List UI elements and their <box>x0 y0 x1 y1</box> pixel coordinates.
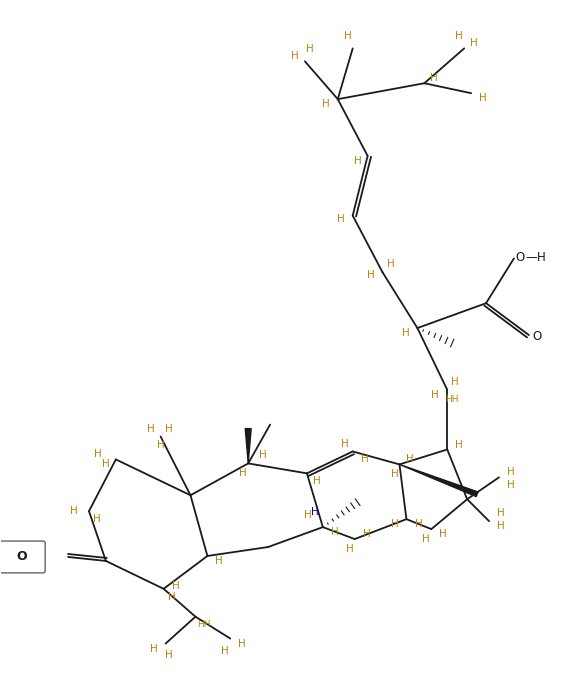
Text: H: H <box>401 328 410 338</box>
Text: H: H <box>390 469 399 479</box>
Text: H: H <box>150 643 157 654</box>
Text: O: O <box>16 550 27 563</box>
Text: H: H <box>497 521 505 531</box>
FancyBboxPatch shape <box>0 541 45 573</box>
Text: H: H <box>221 645 229 656</box>
Text: H: H <box>341 438 349 449</box>
Text: H: H <box>363 529 371 539</box>
Text: H: H <box>367 270 375 280</box>
Text: H: H <box>93 514 101 524</box>
Text: H: H <box>354 156 361 166</box>
Text: H: H <box>497 508 505 518</box>
Text: HH: HH <box>446 395 459 404</box>
Text: H: H <box>344 31 352 42</box>
Text: H: H <box>361 454 368 464</box>
Text: H: H <box>239 469 247 478</box>
Text: H: H <box>422 534 430 544</box>
Text: H: H <box>322 99 329 109</box>
Text: H: H <box>439 529 447 539</box>
Text: H: H <box>164 650 173 660</box>
Text: H: H <box>304 510 312 520</box>
Text: H: H <box>386 260 394 269</box>
Text: H: H <box>536 251 545 264</box>
Text: H: H <box>507 480 515 490</box>
Text: O: O <box>515 251 525 264</box>
Text: H: H <box>311 507 319 517</box>
Text: O: O <box>532 329 541 343</box>
Text: H: H <box>94 449 102 460</box>
Polygon shape <box>400 464 478 497</box>
Text: H: H <box>456 439 463 449</box>
Text: H: H <box>306 44 314 55</box>
Text: H: H <box>147 423 155 434</box>
Text: H: H <box>70 506 78 516</box>
Text: H: H <box>331 527 339 537</box>
Text: —: — <box>525 251 537 264</box>
Text: H: H <box>431 73 438 83</box>
Text: H: H <box>259 451 267 460</box>
Text: H: H <box>451 377 459 387</box>
Text: H: H <box>313 476 321 486</box>
Text: H: H <box>238 639 246 649</box>
Text: H: H <box>291 51 299 61</box>
Text: H: H <box>171 581 180 591</box>
Text: H: H <box>406 454 413 464</box>
Text: H: H <box>507 467 515 477</box>
Text: H: H <box>414 519 422 529</box>
Text: H: H <box>216 556 223 566</box>
Text: H: H <box>390 519 399 529</box>
Text: HH: HH <box>196 620 210 629</box>
Text: H: H <box>168 591 175 602</box>
Text: H: H <box>479 93 487 103</box>
Text: H: H <box>346 544 354 554</box>
Text: H: H <box>164 423 173 434</box>
Text: H: H <box>102 460 110 469</box>
Text: H: H <box>470 38 478 48</box>
Text: H: H <box>337 214 345 223</box>
Polygon shape <box>245 428 251 463</box>
Text: H: H <box>432 390 439 400</box>
Text: H: H <box>456 31 463 42</box>
Text: H: H <box>157 439 164 449</box>
